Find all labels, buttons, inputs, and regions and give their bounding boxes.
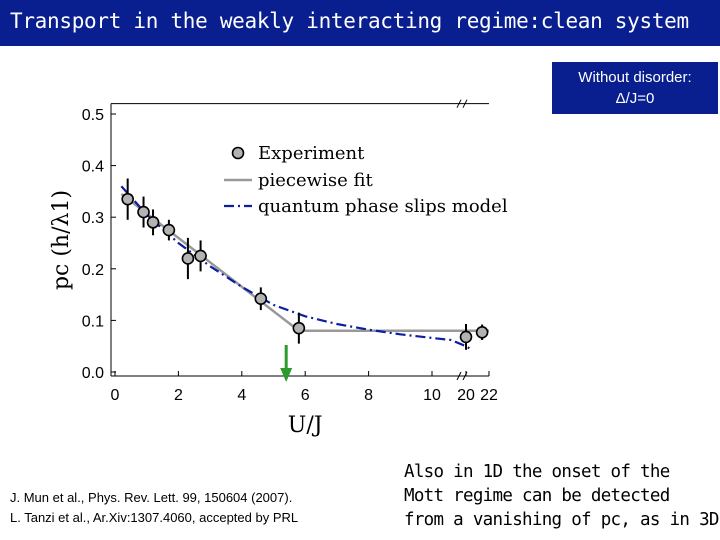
experiment-point [254, 292, 268, 306]
reference-1: J. Mun et al., Phys. Rev. Lett. 99, 1506… [10, 490, 293, 505]
x-axis-label: U/J [288, 413, 323, 438]
experiment-point [181, 252, 195, 265]
x-tick-label: 20 [457, 387, 475, 404]
experiment-point [459, 330, 473, 344]
x-tick-label: 22 [480, 387, 498, 404]
experiment-point [194, 249, 207, 263]
x-tick-label: 4 [237, 387, 246, 404]
title-bar: Transport in the weakly interacting regi… [0, 0, 720, 46]
references: J. Mun et al., Phys. Rev. Lett. 99, 1506… [10, 488, 298, 528]
x-tick-label: 0 [111, 387, 120, 404]
onset-arrow-head [280, 368, 293, 382]
legend-label: quantum phase slips model [258, 196, 508, 217]
experiment-point [292, 321, 306, 335]
y-axis-label: pc (h/λ1) [49, 190, 74, 290]
model-line-path [120, 185, 473, 351]
legend-label: piecewise fit [258, 170, 373, 191]
chart-axes [110, 99, 490, 381]
experiment-point [121, 192, 134, 206]
x-tick-label: 8 [364, 387, 373, 404]
slide-title: Transport in the weakly interacting regi… [10, 9, 689, 33]
badge-line-1: Without disorder: [578, 69, 692, 86]
y-tick-label: 0.3 [82, 210, 104, 227]
experiment-point [146, 216, 160, 229]
axis-break-mark [456, 99, 462, 108]
experiment-points [121, 178, 489, 382]
chart-legend: Experiment piecewise fit quantum phase sli… [224, 143, 508, 217]
reference-2: L. Tanzi et al., Ar.Xiv:1307.4060, accep… [10, 510, 299, 525]
note-line-3: from a vanishing of pc, as in 3D [404, 510, 719, 530]
condition-badge: Without disorder: Δ/J=0 [552, 62, 718, 114]
axis-break-mark [456, 371, 462, 381]
experiment-point [162, 223, 176, 237]
y-tick-label: 0.4 [82, 159, 104, 176]
note-line-2: Mott regime can be detected [404, 486, 670, 506]
phase-slips-model-line [120, 185, 473, 351]
y-tick-label: 0.5 [82, 107, 104, 124]
chart-labels: 0 2 4 6 8 10 20 22 0.0 0.1 0.2 0.3 0.4 0.5 U/J pc (h/λ1… [49, 107, 498, 438]
y-tick-label: 0.0 [82, 365, 104, 382]
legend-label: Experiment [258, 143, 365, 164]
badge-line-2: Δ/J=0 [615, 90, 655, 107]
x-tick-label: 6 [301, 387, 310, 404]
experiment-point [475, 325, 489, 339]
y-tick-label: 0.2 [82, 262, 104, 279]
axis-break-mark [462, 99, 468, 108]
x-tick-label: 2 [174, 387, 183, 404]
note-line-1: Also in 1D the onset of the [404, 462, 670, 482]
legend-experiment-marker [231, 146, 245, 160]
conclusion-note: Also in 1D the onset of the Mott regime … [404, 460, 719, 532]
x-tick-label: 10 [423, 387, 441, 404]
y-tick-label: 0.1 [82, 313, 104, 330]
experiment-point [137, 205, 150, 219]
